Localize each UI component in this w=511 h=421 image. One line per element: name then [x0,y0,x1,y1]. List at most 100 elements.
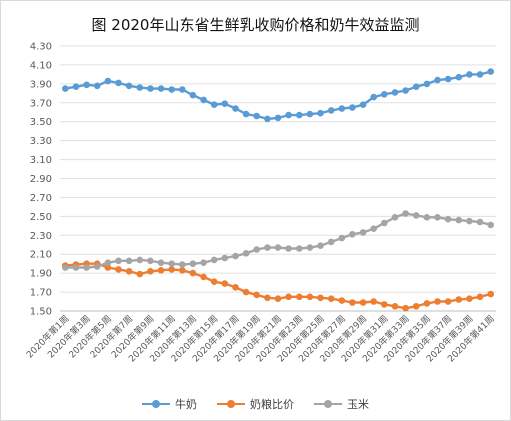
data-point [147,257,154,265]
data-point [455,296,463,303]
y-tick-label: 1.90 [30,269,52,280]
legend-swatch-corn [314,399,342,409]
data-point [455,216,463,224]
data-point [179,86,186,93]
data-point [72,83,80,90]
data-point [179,267,186,274]
data-point [210,278,218,286]
series-line-0 [64,70,492,121]
legend-swatch-milk [142,399,170,409]
y-tick-label: 3.30 [30,136,52,147]
data-point [402,304,409,312]
data-point [264,294,271,302]
data-point [370,93,378,101]
y-tick-label: 2.50 [30,212,52,223]
data-point [157,259,165,267]
data-point [136,84,144,91]
y-tick-label: 3.50 [30,117,52,128]
data-point [359,101,367,108]
legend: 牛奶 奶粮比价 玉米 [0,396,511,412]
data-point [136,256,144,264]
data-point [423,300,431,307]
data-point [391,303,399,310]
data-point [274,295,282,303]
data-point [444,75,452,83]
data-point [200,96,207,104]
data-point [189,260,197,268]
data-point [83,264,90,271]
data-point [349,104,356,111]
data-point [381,91,388,98]
data-point [93,82,101,90]
data-point [115,266,122,273]
data-point [242,110,250,118]
series-points [62,68,495,312]
data-point [115,257,122,265]
data-point [104,259,112,267]
data-point [327,107,335,114]
data-point [232,252,239,260]
data-point [179,261,186,268]
data-point [381,301,388,308]
data-point [210,256,218,264]
data-point [232,284,239,291]
data-point [136,270,144,278]
y-tick-label: 2.10 [30,250,52,261]
data-point [359,229,367,236]
data-point [476,293,484,301]
data-point [327,295,335,303]
data-point [253,246,260,253]
data-point [349,299,356,306]
data-point [232,105,239,112]
data-point [402,87,409,94]
data-point [370,225,378,232]
data-point [157,267,165,274]
data-point [338,234,346,242]
data-point [296,111,303,119]
data-point [189,269,197,277]
data-point [466,71,473,78]
data-point [412,212,420,219]
data-point [125,82,133,90]
data-point [285,293,292,301]
data-point [296,293,303,301]
y-axis-ticks: 4.30 4.10 3.90 3.70 3.50 3.30 3.10 2.90 2.70 2.50… [30,42,52,318]
data-point [125,257,133,265]
data-point [349,231,356,238]
legend-label-milk-grain-ratio: 奶粮比价 [250,398,294,411]
data-point [434,298,441,305]
y-tick-label: 3.90 [30,79,52,90]
y-tick-label: 4.10 [30,60,52,71]
data-point [253,291,260,299]
data-point [423,214,431,221]
data-point [391,214,399,221]
data-point [62,85,69,92]
data-point [412,83,420,90]
legend-swatch-milk-grain-ratio [217,399,245,409]
y-tick-label: 2.30 [30,231,52,242]
data-point [487,68,495,75]
legend-item-milk-grain-ratio: 奶粮比价 [217,396,294,412]
data-point [221,280,229,287]
data-point [296,245,303,252]
x-axis-ticks: 2020年第1周2020年第3周2020年第5周2020年第7周2020年第9周… [24,313,497,365]
data-point [242,288,250,296]
data-point [317,294,324,302]
data-point [104,264,112,271]
data-point [210,101,218,108]
data-point [253,112,260,120]
data-point [200,259,207,267]
data-point [306,293,314,301]
data-point [487,221,495,229]
data-point [72,264,80,271]
data-point [221,100,229,107]
data-point [221,254,229,262]
y-tick-label: 3.10 [30,155,52,166]
data-point [115,79,122,87]
y-tick-label: 2.90 [30,174,52,185]
data-point [189,91,197,99]
data-point [264,115,271,123]
legend-label-corn: 玉米 [347,398,369,411]
data-point [476,218,484,226]
data-point [285,245,292,252]
